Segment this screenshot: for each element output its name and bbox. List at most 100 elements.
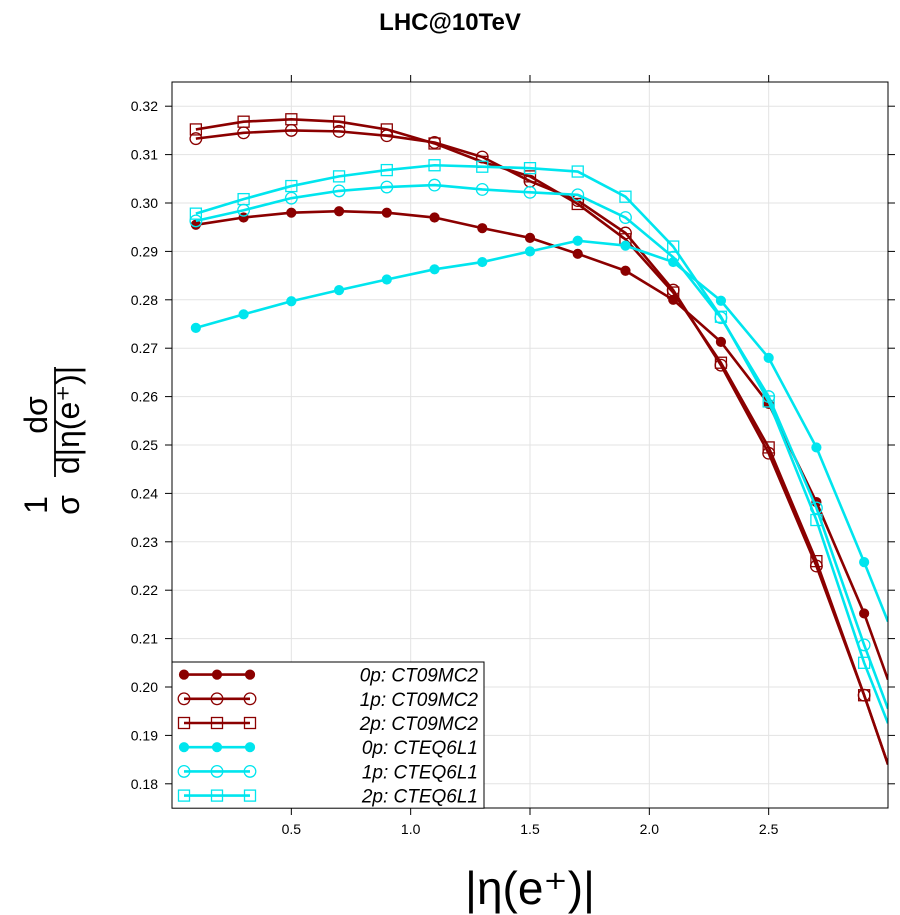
legend-marker — [211, 669, 223, 680]
y-axis-label-numerator-right: dσ — [18, 396, 54, 434]
data-point — [332, 184, 346, 198]
data-point — [284, 191, 298, 205]
data-point — [237, 192, 250, 206]
legend-label: 2p: CT09MC2 — [359, 714, 479, 735]
data-point — [428, 137, 441, 150]
data-point — [286, 296, 297, 307]
data-point — [810, 555, 823, 568]
data-point — [619, 190, 632, 203]
data-point — [571, 165, 584, 178]
legend-marker — [211, 742, 223, 753]
data-point — [189, 123, 203, 136]
data-point — [620, 265, 631, 276]
legend-marker — [243, 764, 257, 778]
data-point — [667, 286, 680, 299]
legend-marker — [210, 692, 224, 706]
y-tick-label: 0.26 — [131, 389, 158, 405]
data-point — [189, 132, 203, 146]
legend-item: 1p: CTEQ6L1 — [177, 762, 478, 783]
y-axis-label-numerator: 1 — [18, 496, 54, 514]
y-tick-label: 0.22 — [131, 582, 158, 598]
legend-marker — [177, 692, 191, 706]
data-point — [190, 322, 201, 333]
data-point — [857, 656, 871, 669]
y-tick-label: 0.23 — [131, 534, 158, 550]
data-point — [285, 179, 298, 193]
x-tick-label: 0.5 — [282, 821, 302, 837]
series-layer — [189, 113, 888, 765]
data-point — [333, 206, 345, 217]
data-point — [380, 123, 393, 136]
data-point — [332, 124, 346, 138]
data-point — [428, 159, 441, 172]
legend-marker — [243, 789, 257, 802]
y-tick-label: 0.21 — [131, 631, 158, 647]
legend-label: 2p: CTEQ6L1 — [361, 787, 478, 808]
y-tick-label: 0.24 — [131, 485, 158, 501]
data-point — [667, 240, 680, 253]
y-tick-label: 0.25 — [131, 437, 158, 453]
data-point — [523, 170, 537, 183]
legend-label: 1p: CTEQ6L1 — [362, 762, 478, 783]
data-point — [523, 185, 537, 199]
legend-marker — [178, 669, 190, 680]
x-tick-label: 1.5 — [520, 821, 540, 837]
legend-marker — [210, 789, 224, 802]
y-tick-label: 0.28 — [131, 292, 158, 308]
data-point — [811, 442, 822, 453]
data-point — [332, 170, 346, 183]
series-line — [195, 117, 888, 765]
legend-marker — [177, 716, 191, 730]
data-point — [524, 232, 536, 243]
data-point — [572, 235, 583, 246]
data-point — [428, 178, 441, 192]
data-point — [810, 513, 823, 527]
series-line — [195, 163, 888, 724]
data-point — [572, 248, 583, 259]
series-clip-group — [189, 113, 888, 765]
series-line — [195, 239, 888, 623]
data-point — [285, 113, 298, 126]
data-point — [380, 180, 394, 194]
data-point — [715, 295, 727, 306]
legend-label: 1p: CT09MC2 — [360, 690, 479, 711]
data-point — [189, 214, 203, 228]
legend-item: 0p: CT09MC2 — [178, 666, 478, 687]
legend-label: 0p: CTEQ6L1 — [362, 738, 478, 759]
y-tick-label: 0.29 — [131, 243, 158, 259]
data-point — [477, 256, 488, 268]
data-point — [523, 162, 537, 175]
series-5 — [189, 159, 888, 724]
y-axis-label-denominator-left: σ — [50, 495, 86, 515]
data-point — [714, 310, 728, 323]
data-point — [380, 163, 393, 177]
legend-marker — [243, 716, 257, 730]
data-point — [429, 212, 440, 223]
legend-box — [171, 661, 485, 809]
legend-item: 2p: CTEQ6L1 — [177, 787, 478, 808]
series-0 — [190, 206, 888, 681]
axis-ticks: 0.5 1.0 1.5 2.0 2.5 0.18 0.19 0.20 0.21 0.22 0.23 0… — [131, 75, 895, 837]
y-tick-label: 0.32 — [131, 98, 158, 114]
data-point — [332, 115, 346, 128]
x-axis-label: |η(e⁺)| — [465, 862, 595, 914]
x-tick-label: 1.0 — [401, 821, 421, 837]
data-point — [237, 115, 250, 128]
series-4 — [189, 178, 888, 710]
y-axis-label-denominator-right: d|η(e⁺)| — [50, 366, 86, 474]
data-point — [238, 309, 249, 320]
legend-marker — [177, 764, 191, 778]
legend-marker — [177, 789, 191, 802]
data-point — [715, 336, 727, 348]
x-tick-label: 2.0 — [640, 821, 660, 837]
data-point — [571, 188, 585, 202]
y-tick-label: 0.18 — [131, 776, 158, 792]
legend-marker — [244, 742, 256, 753]
data-point — [763, 352, 774, 363]
data-point — [619, 211, 632, 224]
legend-item: 2p: CT09MC2 — [177, 714, 479, 735]
y-tick-label: 0.20 — [131, 679, 158, 695]
data-point — [475, 182, 489, 196]
data-point — [571, 197, 584, 211]
